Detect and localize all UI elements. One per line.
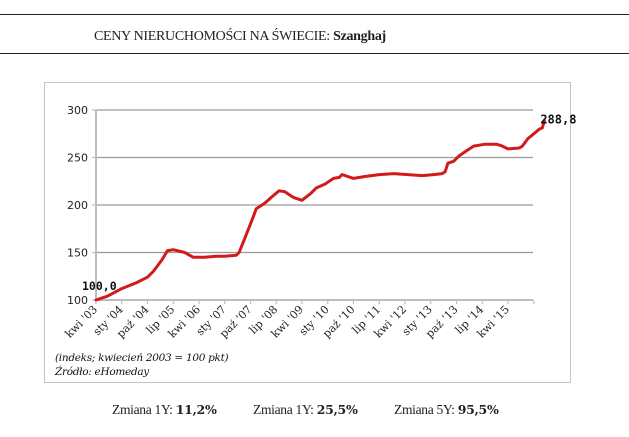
x-tick-label: kwi '03 bbox=[63, 303, 101, 341]
title-city: Szanghaj bbox=[333, 29, 386, 44]
chart-frame bbox=[44, 82, 571, 383]
stat-change-1: Zmiana 1Y: 11,2% bbox=[112, 402, 217, 418]
source-note: Źródło: eHomeday bbox=[55, 366, 149, 378]
stat-label: Zmiana 1Y: bbox=[253, 402, 317, 417]
y-tick-label: 200 bbox=[67, 199, 88, 212]
stat-label: Zmiana 5Y: bbox=[394, 402, 458, 417]
start-value-label: 100,0 bbox=[82, 279, 117, 293]
y-tick-label: 250 bbox=[67, 152, 88, 165]
index-note: (indeks; kwiecień 2003 = 100 pkt) bbox=[55, 352, 229, 364]
stat-value: 95,5% bbox=[457, 402, 499, 417]
stat-value: 11,2% bbox=[175, 402, 217, 417]
y-tick-label: 150 bbox=[67, 247, 88, 260]
header-top-rule bbox=[0, 14, 629, 15]
page-title: CENY NIERUCHOMOŚCI NA ŚWIECIE: Szanghaj bbox=[94, 29, 386, 45]
stat-change-2: Zmiana 1Y: 25,5% bbox=[253, 402, 358, 418]
y-tick-label: 300 bbox=[67, 104, 88, 117]
title-prefix: CENY NIERUCHOMOŚCI NA ŚWIECIE: bbox=[94, 29, 334, 44]
price-index-line bbox=[94, 119, 546, 302]
stat-value: 25,5% bbox=[316, 402, 358, 417]
stat-label: Zmiana 1Y: bbox=[112, 402, 176, 417]
header-bottom-rule bbox=[0, 53, 629, 54]
stat-change-3: Zmiana 5Y: 95,5% bbox=[394, 402, 499, 418]
end-value-label: 288,8 bbox=[540, 113, 576, 127]
y-tick-label: 100 bbox=[67, 294, 88, 307]
